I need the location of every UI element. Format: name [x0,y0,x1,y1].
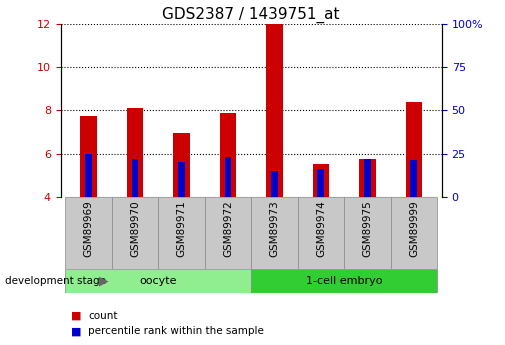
Bar [364,159,371,197]
Bar [178,162,185,197]
Bar [251,269,437,293]
Bar [406,102,422,197]
Bar [360,159,376,197]
Bar [127,108,143,197]
Text: development stage: development stage [5,276,106,286]
Text: ■: ■ [71,326,81,336]
Bar [85,154,92,197]
Bar [173,133,190,197]
Text: ■: ■ [71,311,81,321]
Text: GSM89975: GSM89975 [363,200,373,257]
Text: GSM89974: GSM89974 [316,200,326,257]
Bar [318,169,325,197]
Text: GSM89971: GSM89971 [176,200,186,257]
Bar [65,269,251,293]
Bar [131,159,138,197]
Bar [391,197,437,269]
Text: GSM89973: GSM89973 [270,200,279,257]
Title: GDS2387 / 1439751_at: GDS2387 / 1439751_at [163,7,340,23]
Bar [344,197,391,269]
Bar [158,197,205,269]
Bar [251,197,298,269]
Bar [298,197,344,269]
Text: GSM89999: GSM89999 [409,200,419,257]
Bar [80,116,96,197]
Text: oocyte: oocyte [139,276,177,286]
Text: ▶: ▶ [98,275,108,288]
Bar [271,171,278,197]
Text: percentile rank within the sample: percentile rank within the sample [88,326,264,336]
Text: count: count [88,311,118,321]
Bar [65,197,112,269]
Bar [411,160,418,197]
Text: GSM89970: GSM89970 [130,200,140,257]
Bar [225,157,231,197]
Bar [266,24,283,197]
Bar [205,197,251,269]
Text: GSM89972: GSM89972 [223,200,233,257]
Bar [313,164,329,197]
Bar [220,112,236,197]
Text: GSM89969: GSM89969 [83,200,93,257]
Text: 1-cell embryo: 1-cell embryo [306,276,382,286]
Bar [112,197,158,269]
